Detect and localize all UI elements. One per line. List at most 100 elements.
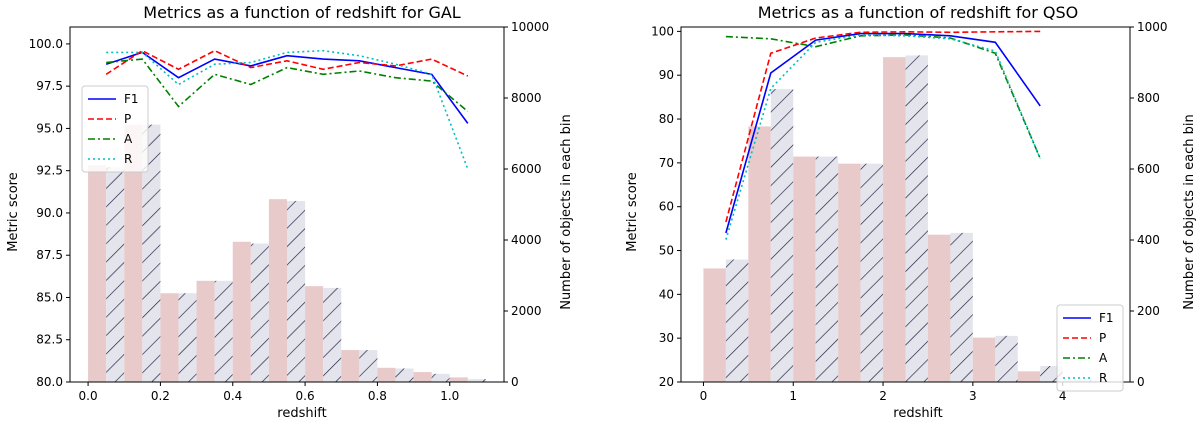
y2-tick-label: 800 <box>1137 91 1160 105</box>
bar-plain <box>838 163 861 382</box>
bar-plain <box>1017 371 1041 382</box>
x-tick-label: 0.6 <box>296 389 315 403</box>
bar-plain <box>413 372 432 382</box>
chart-title: Metrics as a function of redshift for QS… <box>758 3 1079 22</box>
bar-plain <box>88 165 107 382</box>
series-line-p <box>105 49 469 77</box>
y-axis-label: Metric score <box>6 172 21 251</box>
bar-plain <box>268 199 287 382</box>
bar-hatched <box>860 163 884 382</box>
y-tick-label: 97.5 <box>36 79 63 93</box>
x-tick-label: 0.8 <box>368 389 387 403</box>
legend: F1 PAR <box>81 85 149 173</box>
bar-hatched <box>905 55 928 383</box>
plot-frame <box>69 26 505 383</box>
bar-hatched <box>178 293 197 382</box>
y-tick-label: 90 <box>659 68 674 82</box>
bar-plain <box>449 377 468 382</box>
y-tick-label: 20 <box>659 375 674 389</box>
x-tick-label: 0.2 <box>151 389 170 403</box>
legend-box <box>81 85 149 173</box>
bar-plain <box>793 156 816 382</box>
bar-plain <box>748 126 771 383</box>
legend-label: P <box>1099 331 1106 345</box>
bar-plain <box>160 293 179 382</box>
x-axis-label: redshift <box>893 406 942 421</box>
x-tick-label: 1 <box>789 389 797 403</box>
y2-axis-label: Number of objects in each bin <box>559 114 574 310</box>
series-line-f1 <box>105 51 469 124</box>
x-tick-label: 0.0 <box>79 389 98 403</box>
x-tick-label: 4 <box>1059 389 1067 403</box>
y2-tick-label: 1000 <box>1137 20 1168 34</box>
plot-area: 0.0 0.2 0.4 0.6 0.8 1.0 80.0 82.5 85.0 87.5 90.0 92… <box>29 20 550 403</box>
chart-title: Metrics as a function of redshift for GA… <box>143 3 461 22</box>
bar-plain <box>972 337 996 382</box>
bar-hatched <box>950 232 973 382</box>
y2-tick-label: 2000 <box>511 304 542 318</box>
bar-hatched <box>359 350 378 382</box>
bar-hatched <box>467 379 486 382</box>
legend-label: A <box>1099 351 1108 365</box>
bar-hatched <box>287 200 306 382</box>
x-tick-label: 0.4 <box>223 389 242 403</box>
bar-hatched <box>106 167 125 382</box>
y2-tick-label: 400 <box>1137 233 1160 247</box>
y-tick-label: 85.0 <box>36 290 63 304</box>
x-tick-label: 1.0 <box>440 389 459 403</box>
y2-tick-label: 10000 <box>511 20 549 34</box>
y2-tick-label: 0 <box>511 375 519 389</box>
y-tick-label: 70 <box>659 156 674 170</box>
y-tick-label: 82.5 <box>36 333 63 347</box>
bar-plain <box>883 57 906 383</box>
legend-label: F1 <box>124 92 139 106</box>
x-tick-label: 2 <box>879 389 887 403</box>
x-axis-label: redshift <box>277 406 326 421</box>
y-tick-label: 30 <box>659 331 674 345</box>
bar-plain <box>703 268 726 382</box>
y-tick-label: 100.0 <box>29 37 63 51</box>
bar-plain <box>124 124 143 382</box>
plot-area: 0 1 2 3 420304050607080901000200400600800100… <box>651 20 1167 403</box>
y2-axis-label: Number of objects in each bin <box>1182 114 1197 310</box>
bar-hatched <box>995 335 1018 382</box>
bar-hatched <box>142 124 161 382</box>
legend-label: P <box>124 112 131 126</box>
y-tick-label: 92.5 <box>36 164 63 178</box>
bar-hatched <box>214 280 233 382</box>
qso-chart: Metrics as a function of redshift for QS… <box>625 3 1197 421</box>
legend-label: R <box>124 152 132 166</box>
y-tick-label: 90.0 <box>36 206 63 220</box>
y2-tick-label: 8000 <box>511 91 542 105</box>
y2-tick-label: 600 <box>1137 162 1160 176</box>
legend-box <box>1056 304 1124 392</box>
bar-hatched <box>815 156 839 382</box>
y2-tick-label: 0 <box>1137 375 1145 389</box>
y-tick-label: 80 <box>659 112 674 126</box>
series-line-a <box>725 34 1041 159</box>
y2-tick-label: 200 <box>1137 304 1160 318</box>
bar-hatched <box>725 259 749 382</box>
x-tick-label: 3 <box>969 389 977 403</box>
bar-hatched <box>395 368 414 382</box>
y-tick-label: 87.5 <box>36 248 63 262</box>
series-line-p <box>725 30 1041 223</box>
legend-label: F1 <box>1099 311 1114 325</box>
y-tick-label: 100 <box>651 24 674 38</box>
y-tick-label: 40 <box>659 287 674 301</box>
y-tick-label: 95.0 <box>36 121 63 135</box>
series-line-a <box>106 58 469 113</box>
y2-tick-label: 4000 <box>511 233 542 247</box>
bar-plain <box>196 280 215 382</box>
plot-frame <box>680 26 1131 383</box>
y-tick-label: 50 <box>659 244 674 258</box>
y-tick-label: 80.0 <box>36 375 63 389</box>
y-tick-label: 60 <box>659 200 674 214</box>
bar-plain <box>927 234 951 382</box>
bar-hatched <box>323 287 342 382</box>
series-line-r <box>725 34 1041 240</box>
gal-chart: Metrics as a function of redshift for GA… <box>6 3 574 421</box>
legend-label: R <box>1099 371 1107 385</box>
x-tick-label: 0 <box>700 389 708 403</box>
